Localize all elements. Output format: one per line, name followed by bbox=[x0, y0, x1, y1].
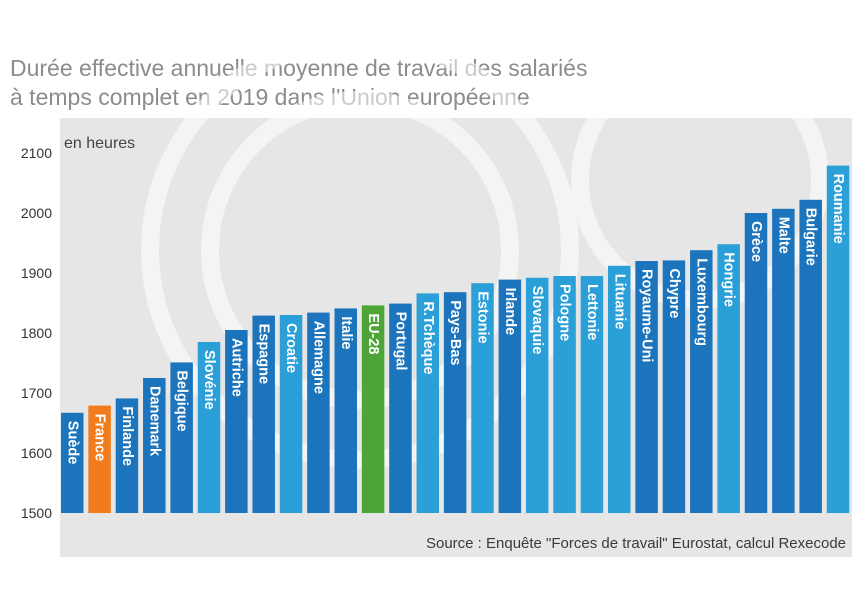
bar-category-label: Belgique bbox=[174, 370, 190, 431]
bar bbox=[88, 405, 111, 513]
y-axis: 1500 1600 1700 1800 1900 2000 2100 bbox=[21, 145, 52, 521]
bar-category-label: Croatie bbox=[283, 323, 299, 373]
bar-category-label: Chypre bbox=[666, 268, 682, 318]
source-note: Source : Enquête "Forces de travail" Eur… bbox=[426, 535, 846, 552]
bar bbox=[690, 250, 713, 513]
y-tick-label: 1700 bbox=[21, 385, 52, 401]
bar bbox=[115, 398, 139, 513]
y-tick-label: 2000 bbox=[21, 205, 52, 221]
bar-category-label: Estonie bbox=[475, 291, 491, 343]
bar-category-label: Pays-Bas bbox=[447, 300, 463, 365]
bar bbox=[361, 305, 385, 513]
bar bbox=[580, 276, 604, 513]
bar bbox=[279, 315, 303, 513]
bar bbox=[334, 308, 357, 513]
bar-category-label: Portugal bbox=[392, 312, 408, 371]
bar bbox=[197, 342, 221, 513]
bar-category-label: Danemark bbox=[146, 386, 162, 457]
bar-category-label: Bulgarie bbox=[803, 208, 819, 266]
bar bbox=[635, 261, 658, 513]
bar-category-label: Autriche bbox=[228, 338, 244, 397]
background-decoration bbox=[201, 91, 519, 409]
chart-title-line-2: à temps complet en 2019 dans l'Union eur… bbox=[10, 84, 530, 110]
bar bbox=[170, 362, 193, 513]
y-tick-label: 1600 bbox=[21, 445, 52, 461]
bar bbox=[717, 244, 740, 513]
bars-group: Suède France Finlande Danemark Belgique Slové… bbox=[61, 165, 850, 514]
bar-category-label: Hongrie bbox=[721, 252, 737, 307]
bar-category-label: Royaume-Uni bbox=[639, 269, 655, 362]
bar-category-label: Malte bbox=[775, 217, 791, 254]
bar-category-label: R.Tchèque bbox=[420, 301, 436, 374]
y-tick-label: 1800 bbox=[21, 325, 52, 341]
bar-category-label: Finlande bbox=[119, 406, 135, 466]
bar bbox=[553, 276, 576, 513]
bar bbox=[143, 378, 166, 513]
bar-category-label: Grèce bbox=[748, 221, 764, 262]
y-tick-label: 1500 bbox=[21, 505, 52, 521]
bar bbox=[443, 292, 467, 513]
bar-category-label: Roumanie bbox=[830, 174, 846, 244]
bar-category-label: Luxembourg bbox=[693, 258, 709, 346]
bar bbox=[471, 283, 494, 513]
bar bbox=[799, 199, 822, 514]
bar-category-label: Lettonie bbox=[584, 284, 600, 340]
bar bbox=[61, 412, 84, 513]
bar-category-label: Suède bbox=[64, 421, 80, 465]
bar bbox=[744, 213, 768, 513]
bar bbox=[826, 165, 850, 513]
bar bbox=[662, 260, 686, 513]
chart-title: Durée effective annuelle moyenne de trav… bbox=[10, 54, 830, 112]
y-axis-unit-label: en heures bbox=[64, 135, 135, 152]
bar bbox=[772, 208, 795, 514]
bar-category-label: EU-28 bbox=[365, 313, 381, 354]
bar-category-label: Espagne bbox=[256, 324, 272, 384]
background-decoration bbox=[141, 31, 579, 469]
bar-category-label: France bbox=[92, 414, 108, 462]
bar bbox=[252, 315, 275, 513]
bar-category-label: Slovaquie bbox=[529, 286, 545, 355]
bar-category-label: Irlande bbox=[502, 288, 518, 336]
y-tick-label: 1900 bbox=[21, 265, 52, 281]
bar-category-label: Lituanie bbox=[611, 274, 627, 330]
bar bbox=[416, 293, 440, 513]
bar bbox=[307, 312, 330, 513]
bar bbox=[225, 330, 248, 513]
bar bbox=[608, 265, 631, 513]
bar bbox=[525, 277, 549, 513]
bar-category-label: Allemagne bbox=[310, 321, 326, 394]
bar bbox=[389, 303, 412, 513]
bar-category-label: Slovénie bbox=[201, 350, 217, 410]
y-tick-label: 2100 bbox=[21, 145, 52, 161]
bar-category-label: Italie bbox=[338, 316, 354, 349]
bar-category-label: Pologne bbox=[557, 284, 573, 341]
bar bbox=[498, 279, 522, 513]
